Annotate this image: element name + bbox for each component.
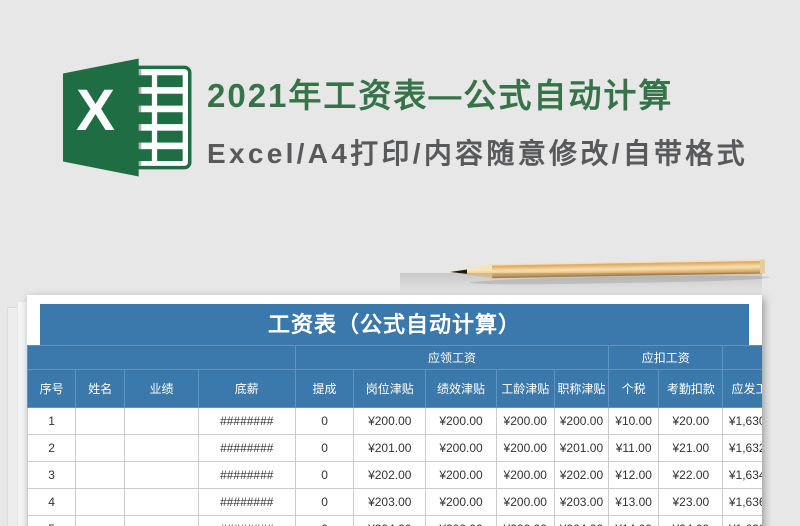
svg-text:X: X [76, 78, 115, 143]
